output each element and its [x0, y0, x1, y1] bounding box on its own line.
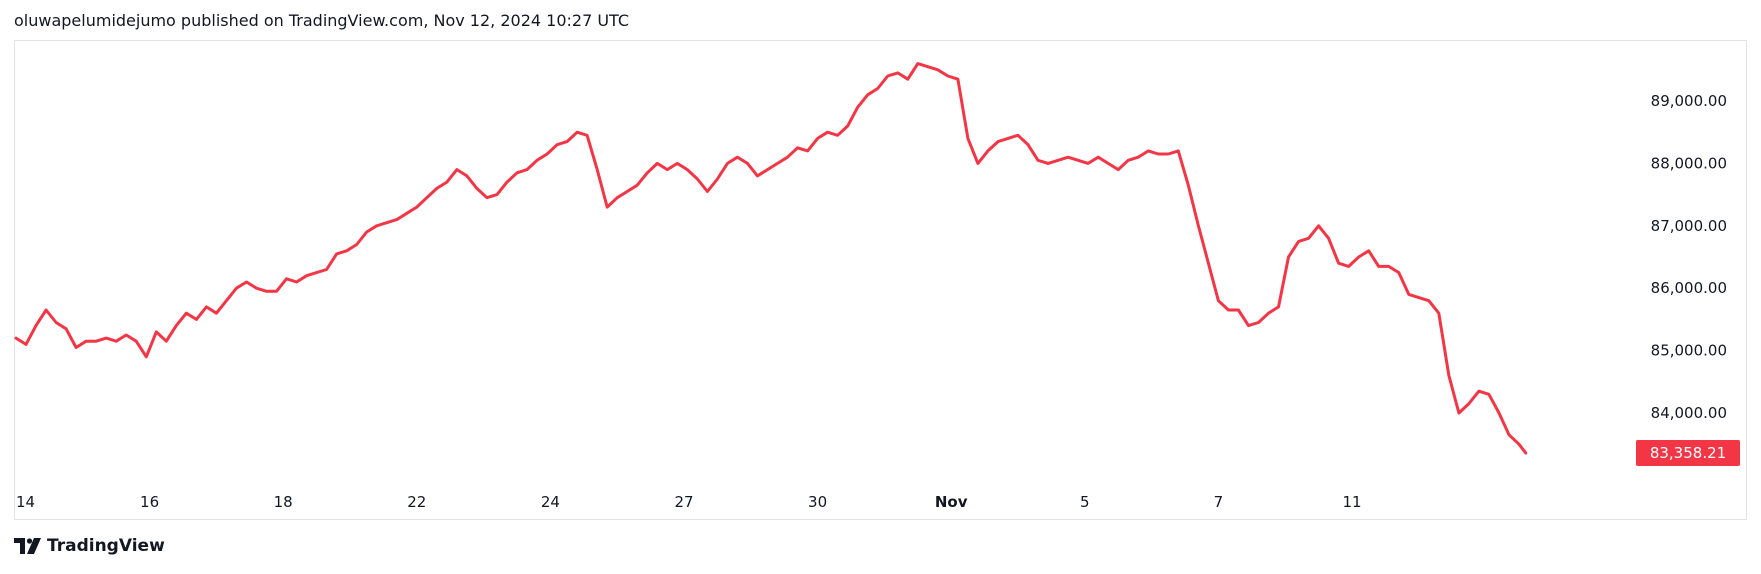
price-line [14, 62, 1528, 455]
x-tick-label: Nov [935, 493, 968, 511]
last-price-badge: 83,358.21 [1636, 440, 1740, 467]
x-tick-label: 27 [674, 493, 693, 511]
x-tick-label: 18 [274, 493, 293, 511]
x-tick-label: 16 [140, 493, 159, 511]
y-tick-label: 86,000.00 [1651, 279, 1727, 297]
last-price-badge-bg [1636, 440, 1740, 467]
last-price-label: 83,358.21 [1650, 444, 1726, 462]
x-tick-label: 7 [1214, 493, 1224, 511]
x-tick-label: 30 [808, 493, 827, 511]
y-tick-label: 87,000.00 [1651, 217, 1727, 235]
x-tick-label: 14 [16, 493, 35, 511]
x-tick-label: 11 [1342, 493, 1361, 511]
y-tick-label: 89,000.00 [1651, 92, 1727, 110]
y-tick-label: 88,000.00 [1651, 154, 1727, 172]
y-axis: 84,000.00 85,000.00 86,000.00 87,000.00 88,0… [1651, 92, 1727, 422]
plot-area [14, 62, 1528, 455]
chart-frame [14, 40, 1747, 520]
x-tick-label: 22 [407, 493, 426, 511]
y-tick-label: 85,000.00 [1651, 342, 1727, 360]
publish-info: oluwapelumidejumo published on TradingVi… [14, 11, 630, 30]
y-tick-label: 84,000.00 [1651, 404, 1727, 422]
tradingview-logo[interactable]: TradingView [14, 536, 165, 556]
x-tick-label: 5 [1080, 493, 1090, 511]
tradingview-logo-icon [14, 538, 41, 554]
tradingview-brand: TradingView [47, 536, 165, 556]
x-axis: 14 16 18 22 24 27 30 Nov 5 7 11 [16, 493, 1362, 511]
x-tick-label: 24 [541, 493, 560, 511]
